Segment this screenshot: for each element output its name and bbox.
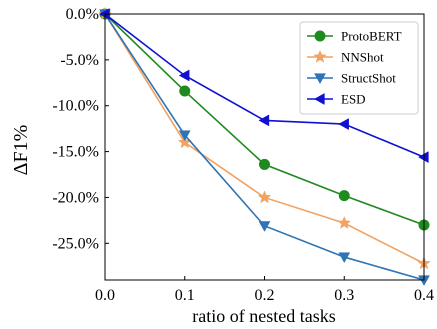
legend-item-protobert: ProtoBERT — [307, 29, 402, 44]
legend-marker-structshot — [314, 73, 326, 85]
y-tick-label: -20.0% — [52, 189, 99, 206]
legend-item-esd: ESD — [307, 92, 366, 107]
data-point-esd — [338, 118, 349, 130]
legend-item-nnshot: NNShot — [307, 50, 384, 65]
y-tick-label: -15.0% — [52, 144, 99, 161]
y-tick-label: -10.0% — [52, 98, 99, 115]
x-tick-label: 0.3 — [334, 287, 354, 304]
series-esd — [98, 8, 429, 164]
legend-marker-protobert — [314, 30, 326, 42]
x-tick-label: 0.2 — [255, 287, 275, 304]
data-point-esd — [178, 69, 190, 82]
legend-label-nnshot: NNShot — [341, 50, 384, 65]
x-tick-label: 0.4 — [414, 287, 434, 304]
axes: 0.0 0.1 0.2 0.3 0.4 0.0% -5.0% -10.0% -15.0% -20.… — [52, 6, 434, 304]
data-point-protobert — [338, 190, 350, 202]
y-tick-label: -5.0% — [60, 52, 99, 69]
data-point-nnshot — [337, 215, 352, 229]
legend-label-esd: ESD — [341, 92, 366, 107]
legend: ProtoBERT NNShot StructShot ESD — [299, 21, 419, 115]
data-point-esd — [417, 151, 429, 164]
data-point-protobert — [259, 158, 270, 170]
y-tick-label: 0.0% — [66, 6, 99, 23]
y-axis-label: ΔF1% — [10, 125, 32, 176]
data-point-nnshot — [257, 190, 272, 204]
y-tick-label: -25.0% — [52, 235, 99, 252]
data-point-structshot — [178, 130, 191, 142]
data-point-esd — [258, 114, 270, 127]
x-axis-label: ratio of nested tasks — [192, 306, 335, 326]
x-tick-label: 0.1 — [175, 287, 195, 304]
legend-marker-nnshot — [313, 49, 327, 63]
legend-item-structshot: StructShot — [307, 71, 396, 86]
legend-box — [299, 21, 419, 115]
x-tick-label: 0.0 — [95, 287, 115, 304]
data-point-protobert — [179, 85, 191, 97]
legend-label-structshot: StructShot — [341, 71, 396, 86]
series-nnshot — [98, 6, 431, 270]
plot-marks — [98, 6, 431, 287]
data-point-structshot — [258, 221, 271, 232]
series-protobert — [99, 8, 430, 231]
legend-marker-esd — [313, 93, 325, 105]
legend-label-protobert: ProtoBERT — [341, 29, 402, 44]
data-point-structshot — [338, 252, 351, 264]
